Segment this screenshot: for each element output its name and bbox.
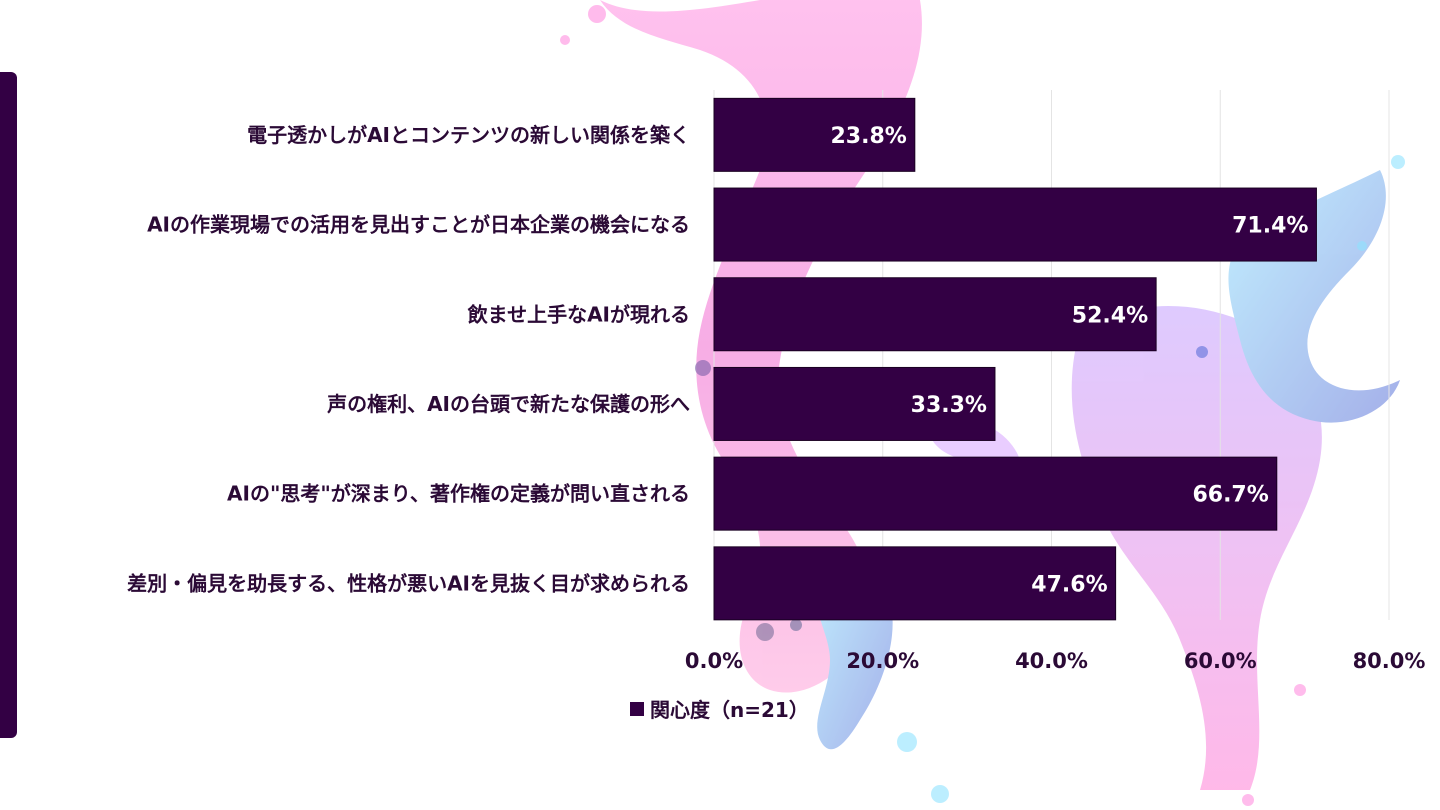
bars — [713, 97, 1317, 621]
x-axis-ticks: 0.0% 20.0% 40.0% 60.0% 80.0% — [685, 649, 1426, 673]
left-accent-stripe — [0, 72, 17, 738]
bar — [713, 456, 1278, 531]
bar — [713, 366, 996, 441]
gridlines — [713, 90, 1390, 620]
value-label: 47.6% — [1031, 572, 1107, 597]
x-tick-label: 60.0% — [1184, 649, 1257, 673]
bar — [713, 546, 1117, 621]
category-label: 電子透かしがAIとコンテンツの新しい関係を築く — [247, 123, 690, 147]
value-label: 52.4% — [1072, 303, 1148, 328]
bar — [713, 97, 916, 172]
category-label: 差別・偏見を助長する、性格が悪いAIを見抜く目が求められる — [127, 571, 690, 595]
x-tick-label: 0.0% — [685, 649, 743, 673]
legend-swatch — [630, 701, 644, 716]
value-labels: 23.8% 71.4% 52.4% 33.3% 66.7% 47.6% — [830, 124, 1308, 597]
legend-label: 関心度（n=21） — [650, 698, 809, 722]
category-label: 飲ませ上手なAIが現れる — [467, 302, 690, 326]
value-label: 71.4% — [1232, 214, 1308, 239]
x-tick-label: 80.0% — [1353, 649, 1426, 673]
legend: 関心度（n=21） — [630, 694, 809, 723]
category-labels: 電子透かしがAIとコンテンツの新しい関係を築く AIの作業現場での活用を見出すこと… — [127, 123, 690, 595]
bar — [713, 277, 1157, 352]
x-tick-label: 40.0% — [1015, 649, 1088, 673]
x-tick-label: 20.0% — [846, 649, 919, 673]
value-label: 33.3% — [911, 393, 987, 418]
category-label: 声の権利、AIの台頭で新たな保護の形へ — [326, 392, 690, 416]
bar — [713, 187, 1317, 262]
category-label: AIの作業現場での活用を見出すことが日本企業の機会になる — [147, 213, 690, 237]
category-label: AIの"思考"が深まり、著作権の定義が問い直される — [227, 482, 690, 506]
value-label: 23.8% — [830, 124, 906, 149]
value-label: 66.7% — [1192, 483, 1268, 508]
